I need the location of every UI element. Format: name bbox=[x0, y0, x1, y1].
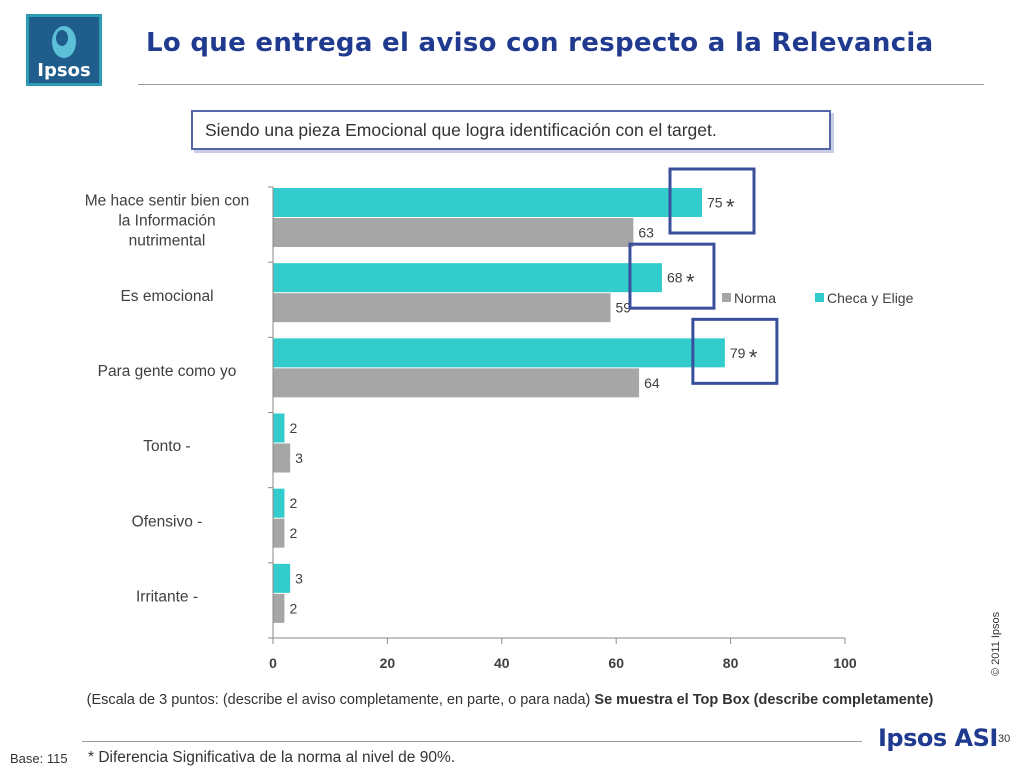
category-label: nutrimental bbox=[129, 233, 206, 250]
category-label: Irritante - bbox=[136, 588, 198, 605]
logo-text: Ipsos bbox=[37, 60, 90, 81]
footer-divider bbox=[82, 741, 862, 742]
x-tick-label: 100 bbox=[833, 655, 857, 671]
significance-marker: * bbox=[726, 195, 735, 220]
category-label: la Información bbox=[118, 213, 215, 230]
legend-swatch bbox=[815, 293, 824, 302]
bar-checa-y-elige bbox=[273, 563, 291, 593]
data-label-norma: 3 bbox=[295, 450, 303, 466]
bar-checa-y-elige bbox=[273, 188, 702, 217]
subtitle-box: Siendo una pieza Emocional que logra ide… bbox=[191, 110, 831, 150]
x-tick-label: 40 bbox=[494, 655, 510, 671]
data-label-checa: 68 bbox=[667, 270, 683, 286]
bar-norma bbox=[273, 368, 640, 398]
page-number: 30 bbox=[998, 733, 1011, 745]
x-tick-label: 80 bbox=[723, 655, 739, 671]
bar-checa-y-elige bbox=[273, 263, 662, 293]
category-label: Tonto - bbox=[143, 438, 190, 455]
data-label-norma: 2 bbox=[289, 600, 297, 616]
bar-norma bbox=[273, 443, 291, 473]
data-label-checa: 2 bbox=[289, 495, 297, 511]
data-label-norma: 64 bbox=[644, 375, 660, 391]
scale-note: (Escala de 3 puntos: (describe el aviso … bbox=[60, 690, 960, 711]
data-label-norma: 59 bbox=[615, 300, 631, 316]
significance-marker: * bbox=[749, 345, 758, 370]
ipsos-asi-brand: Ipsos ASI bbox=[878, 724, 998, 752]
legend-label: Norma bbox=[734, 290, 776, 306]
significance-box bbox=[691, 317, 779, 385]
bar-checa-y-elige bbox=[273, 413, 285, 443]
bar-norma bbox=[273, 293, 611, 323]
scale-note-text: (Escala de 3 puntos: (describe el aviso … bbox=[86, 692, 595, 708]
category-label: Es emocional bbox=[120, 288, 213, 305]
data-label-norma: 63 bbox=[638, 225, 654, 241]
data-label-checa: 2 bbox=[289, 420, 297, 436]
category-label: Me hace sentir bien con bbox=[85, 193, 250, 210]
significance-marker: * bbox=[686, 270, 695, 295]
bar-norma bbox=[273, 218, 634, 247]
ipsos-logo: Ipsos bbox=[26, 14, 102, 86]
legend-label: Checa y Elige bbox=[827, 290, 914, 306]
bar-checa-y-elige bbox=[273, 488, 285, 518]
subtitle-text: Siendo una pieza Emocional que logra ide… bbox=[205, 120, 717, 140]
x-tick-label: 60 bbox=[608, 655, 624, 671]
significance-box bbox=[668, 167, 756, 235]
legend-swatch bbox=[722, 293, 731, 302]
bar-norma bbox=[273, 518, 285, 548]
x-tick-label: 0 bbox=[269, 655, 277, 671]
data-label-checa: 3 bbox=[295, 570, 303, 586]
title-divider bbox=[138, 84, 984, 85]
scale-note-bold: Se muestra el Top Box (describe completa… bbox=[594, 692, 934, 708]
data-label-checa: 75 bbox=[707, 195, 723, 211]
page-title: Lo que entrega el aviso con respecto a l… bbox=[146, 28, 934, 58]
category-label: Ofensivo - bbox=[132, 513, 203, 530]
x-tick-label: 20 bbox=[380, 655, 396, 671]
base-size: Base: 115 bbox=[10, 751, 68, 766]
bar-checa-y-elige bbox=[273, 338, 725, 368]
bar-norma bbox=[273, 593, 285, 623]
data-label-norma: 2 bbox=[289, 525, 297, 541]
category-label: Para gente como yo bbox=[98, 363, 237, 380]
data-label-checa: 79 bbox=[730, 345, 746, 361]
significance-footnote: * Diferencia Significativa de la norma a… bbox=[88, 749, 456, 766]
copyright: © 2011 Ipsos bbox=[990, 611, 1002, 676]
significance-box bbox=[628, 242, 716, 310]
